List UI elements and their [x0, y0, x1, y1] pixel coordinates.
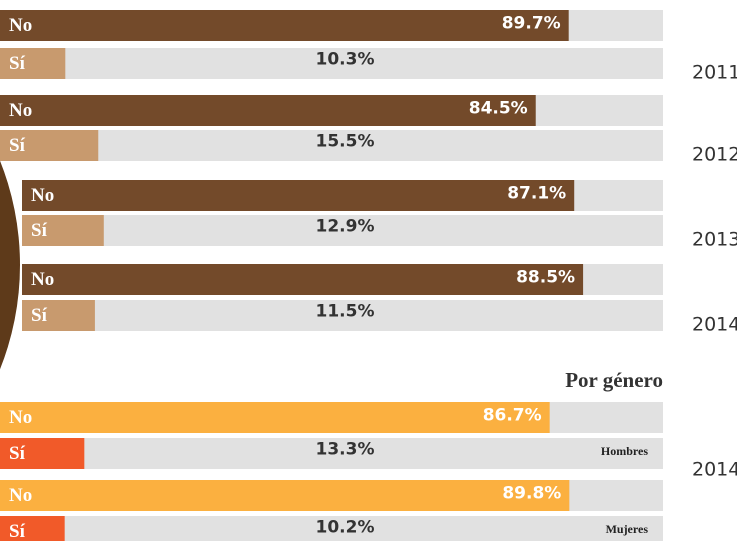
bar — [22, 180, 575, 211]
series-label: No — [9, 15, 32, 36]
bar — [0, 130, 99, 161]
value-label: 12.9% — [316, 217, 375, 237]
value-label: 84.5% — [469, 99, 528, 119]
bar-track — [22, 300, 663, 331]
section-title: Por género — [565, 368, 663, 392]
value-label: 11.5% — [316, 302, 375, 322]
category-label: Hombres — [601, 444, 648, 458]
bar-track — [0, 48, 663, 79]
bar-track — [0, 516, 663, 541]
series-label: Sí — [9, 443, 26, 464]
series-label: Sí — [31, 220, 48, 241]
decor-circle — [0, 160, 20, 370]
bar — [0, 480, 570, 511]
series-label: No — [31, 269, 54, 290]
value-label: 13.3% — [316, 440, 375, 460]
value-label: 10.3% — [316, 50, 375, 70]
series-label: No — [9, 100, 32, 121]
category-label: Mujeres — [606, 522, 649, 536]
bar — [0, 438, 85, 469]
year-label: 2012 — [692, 144, 737, 166]
series-label: Sí — [9, 521, 26, 541]
value-label: 15.5% — [316, 132, 375, 152]
year-label: 2014 — [692, 459, 737, 481]
year-label: 2014 — [692, 314, 737, 336]
bar-track — [0, 438, 663, 469]
series-label: No — [9, 407, 32, 428]
bar — [0, 402, 550, 433]
bar — [0, 48, 66, 79]
series-label: Sí — [31, 305, 48, 326]
series-label: No — [31, 185, 54, 206]
bar — [0, 10, 569, 41]
bar — [0, 95, 536, 126]
value-label: 87.1% — [507, 184, 566, 204]
value-label: 89.7% — [502, 14, 561, 34]
bar — [22, 264, 584, 295]
value-label: 86.7% — [483, 406, 542, 426]
year-label: 2011 — [692, 62, 737, 84]
bar — [22, 300, 95, 331]
bar — [22, 215, 104, 246]
bar-track — [0, 130, 663, 161]
bar — [0, 516, 65, 541]
series-label: Sí — [9, 135, 26, 156]
year-label: 2013 — [692, 229, 737, 251]
value-label: 88.5% — [516, 268, 575, 288]
series-label: No — [9, 485, 32, 506]
value-label: 10.2% — [316, 518, 375, 538]
bar-track — [22, 215, 663, 246]
series-label: Sí — [9, 53, 26, 74]
value-label: 89.8% — [502, 484, 561, 504]
